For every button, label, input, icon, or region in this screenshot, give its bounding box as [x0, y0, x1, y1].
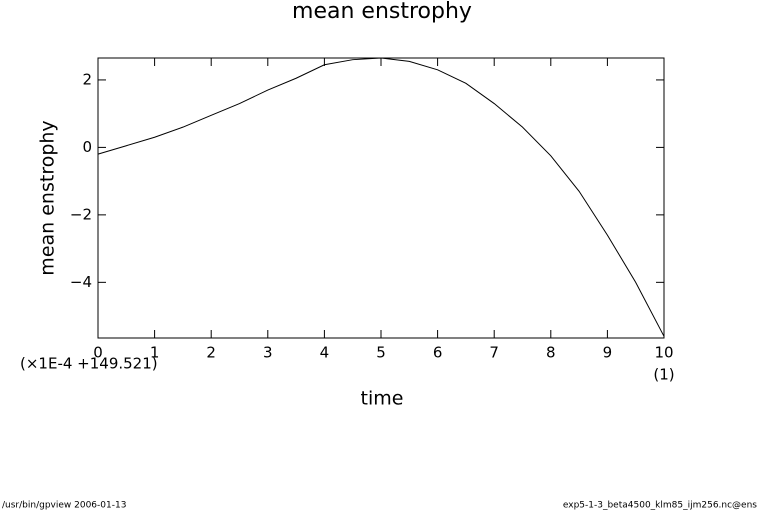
y-tick-label: 2	[82, 70, 92, 88]
plot-frame	[97, 57, 665, 339]
y-axis-label: mean enstrophy	[37, 120, 59, 275]
y-scale-note: (×1E-4 +149.521)	[20, 355, 158, 373]
x-axis-label: time	[361, 388, 404, 410]
y-tick-label: −2	[70, 205, 92, 223]
footer-right: exp5-1-3_beta4500_klm85_ijm256.nc@ens	[563, 501, 757, 510]
x-tick-label: 0	[93, 344, 103, 362]
footer-left: /usr/bin/gpview 2006-01-13	[2, 501, 126, 510]
x-tick-label: 7	[489, 344, 499, 362]
x-tick-label: 1	[150, 344, 160, 362]
x-tick-label: 5	[376, 344, 386, 362]
chart-title: mean enstrophy	[292, 0, 472, 24]
x-tick-label: 10	[654, 344, 673, 362]
x-tick-label: 9	[603, 344, 613, 362]
y-tick-label: 0	[82, 138, 92, 156]
x-tick-label: 3	[263, 344, 273, 362]
x-scale-note: (1)	[653, 366, 674, 384]
data-line	[97, 57, 665, 337]
x-tick-label: 4	[320, 344, 330, 362]
x-tick-label: 6	[433, 344, 443, 362]
y-tick-label: −4	[70, 273, 92, 291]
x-tick-label: 2	[206, 344, 216, 362]
x-tick-label: 8	[546, 344, 556, 362]
